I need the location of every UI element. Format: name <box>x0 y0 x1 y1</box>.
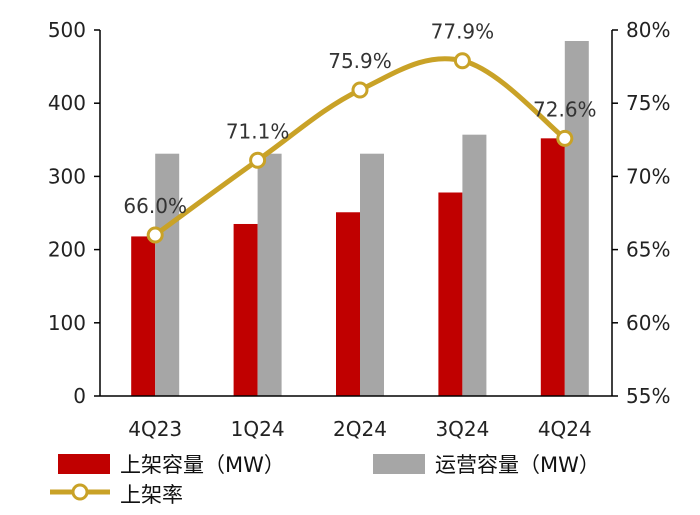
x-tick-label-3q24: 3Q24 <box>435 417 489 441</box>
rate-label-3q24: 77.9% <box>431 20 495 44</box>
y-right-tick-label: 55% <box>626 384 670 408</box>
x-tick-label-4q23: 4Q23 <box>128 417 182 441</box>
legend: 上架容量（MW） 运营容量（MW） 上架率 <box>50 453 600 507</box>
x-tick-label-1q24: 1Q24 <box>231 417 285 441</box>
legend-swatch-racked <box>58 454 110 474</box>
rate-marker-4q24 <box>556 129 574 147</box>
legend-swatch-rate-marker <box>71 483 89 501</box>
bar-operating-4q23 <box>155 153 180 396</box>
bar-racked-4q23 <box>131 236 156 396</box>
bar-racked-1q24 <box>233 223 258 396</box>
bar-racked-2q24 <box>336 212 360 396</box>
bar-operating-2q24 <box>360 153 384 396</box>
rate-marker-1q24 <box>249 151 267 169</box>
rate-marker-4q23 <box>146 226 164 244</box>
y-right-tick-label: 65% <box>626 238 670 262</box>
axes-group: 0 100 200 300 400 500 55% 60% 65% 70% 75% 80% 4Q23 1Q… <box>48 18 671 441</box>
rate-label-4q24: 72.6% <box>533 97 597 121</box>
legend-label-rate: 上架率 <box>120 483 183 507</box>
bars-group <box>131 40 589 396</box>
y-left-tick-label: 100 <box>48 311 86 335</box>
y-left-tick-label: 200 <box>48 238 86 262</box>
x-tick-label-4q24: 4Q24 <box>538 417 592 441</box>
line-group: 66.0% 71.1% 75.9% 77.9% 72.6% <box>123 20 597 244</box>
bar-operating-3q24 <box>462 134 487 396</box>
y-left-tick-label: 400 <box>48 91 86 115</box>
bar-racked-4q24 <box>540 138 565 396</box>
legend-label-racked: 上架容量（MW） <box>120 453 285 477</box>
legend-label-operating: 运营容量（MW） <box>435 453 600 477</box>
legend-swatch-operating <box>373 454 425 474</box>
rate-marker-2q24 <box>351 81 369 99</box>
y-left-tick-label: 500 <box>48 18 86 42</box>
y-right-tick-label: 80% <box>626 18 670 42</box>
y-left-tick-label: 0 <box>73 384 86 408</box>
rate-label-1q24: 71.1% <box>226 119 290 143</box>
rate-marker-3q24 <box>453 52 471 70</box>
rate-label-2q24: 75.9% <box>328 49 392 73</box>
x-tick-label-2q24: 2Q24 <box>333 417 387 441</box>
y-left-tick-label: 300 <box>48 164 86 188</box>
bar-operating-4q24 <box>564 40 589 396</box>
bar-racked-3q24 <box>438 192 463 396</box>
y-right-tick-label: 75% <box>626 91 670 115</box>
y-right-tick-label: 60% <box>626 311 670 335</box>
rate-label-4q23: 66.0% <box>123 194 187 218</box>
bar-operating-1q24 <box>257 153 282 396</box>
y-right-tick-label: 70% <box>626 164 670 188</box>
